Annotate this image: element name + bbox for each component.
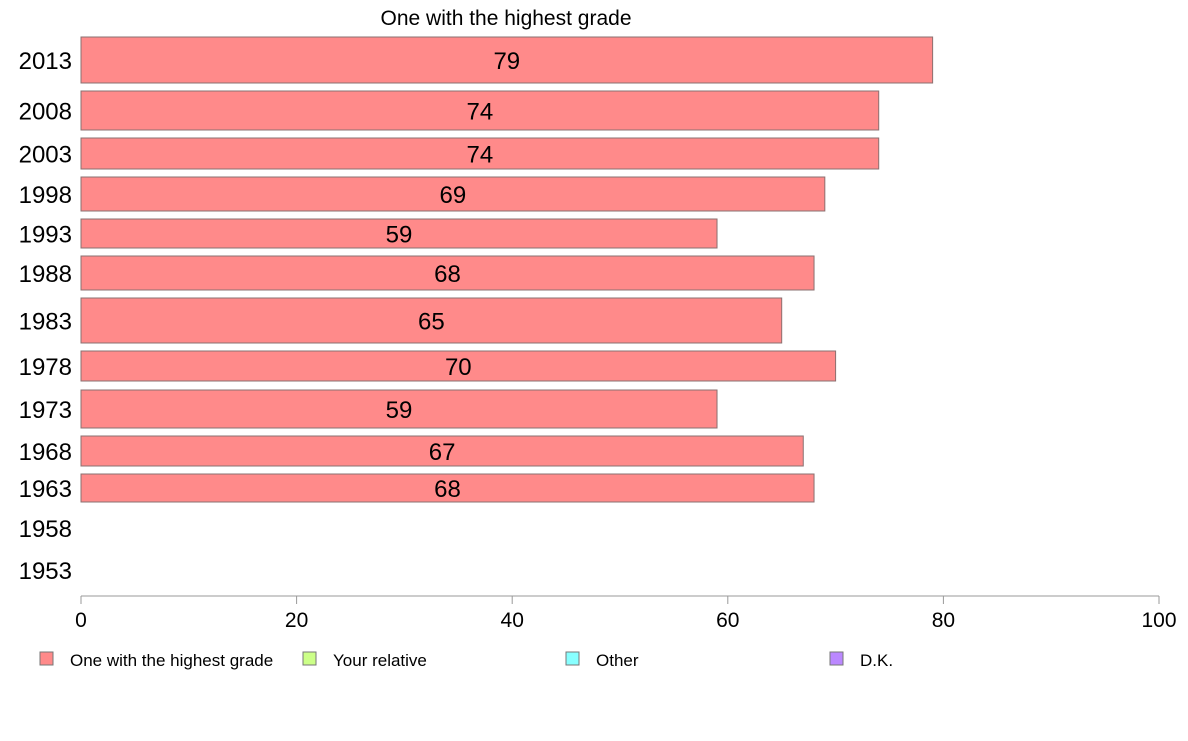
year-label-1973: 1973 <box>19 397 72 424</box>
bar-1978 <box>80 350 837 382</box>
year-label-1998: 1998 <box>19 182 72 209</box>
x-tick-label-100: 100 <box>1141 609 1176 632</box>
value-label-2013: 79 <box>493 48 520 75</box>
value-label-1973: 59 <box>386 397 413 424</box>
value-label-2008: 74 <box>467 99 494 126</box>
legend: One with the highest grade Your relative O… <box>39 651 893 670</box>
year-label-1953: 1953 <box>19 558 72 585</box>
legend-swatch-your-relative <box>302 651 317 666</box>
x-tick-label-40: 40 <box>501 609 524 632</box>
value-label-1968: 67 <box>429 439 456 466</box>
bar-1983 <box>80 297 783 344</box>
value-label-1983: 65 <box>418 309 445 336</box>
bar-1998 <box>80 176 826 212</box>
bar-2003 <box>80 137 880 170</box>
x-tick-label-80: 80 <box>932 609 955 632</box>
x-tick-label-60: 60 <box>716 609 739 632</box>
bar-1993 <box>80 218 718 249</box>
bar-2008 <box>80 90 880 131</box>
year-label-2003: 2003 <box>19 142 72 169</box>
value-label-1963: 68 <box>434 476 461 503</box>
legend-swatch-other <box>565 651 580 666</box>
x-tick-label-0: 0 <box>75 609 87 632</box>
legend-label-d-k: D.K. <box>860 651 893 670</box>
year-label-1963: 1963 <box>19 476 72 503</box>
year-label-1978: 1978 <box>19 354 72 381</box>
bar-1973 <box>80 389 718 429</box>
year-label-1968: 1968 <box>19 439 72 466</box>
bar-1963 <box>80 473 815 503</box>
year-label-1983: 1983 <box>19 309 72 336</box>
value-label-1998: 69 <box>440 182 467 209</box>
year-label-2008: 2008 <box>19 99 72 126</box>
legend-label-one-with-the-highest-grade: One with the highest grade <box>70 651 273 670</box>
year-label-2013: 2013 <box>19 48 72 75</box>
legend-swatch-one-with-the-highest-grade <box>39 651 54 666</box>
value-label-2003: 74 <box>467 142 494 169</box>
legend-swatch-d-k <box>829 651 844 666</box>
legend-label-your-relative: Your relative <box>333 651 427 670</box>
bar-1988 <box>80 255 815 291</box>
value-label-1993: 59 <box>386 222 413 249</box>
bar-2013 <box>80 36 934 84</box>
chart-title: One with the highest grade <box>381 7 632 30</box>
year-label-1993: 1993 <box>19 222 72 249</box>
year-label-1958: 1958 <box>19 516 72 543</box>
x-axis: 0 20 40 60 80 100 <box>75 595 1177 632</box>
bar-1968 <box>80 435 804 467</box>
value-label-1978: 70 <box>445 354 472 381</box>
x-tick-label-20: 20 <box>285 609 308 632</box>
year-labels: 2013 2008 2003 1998 1993 1988 1983 1978 1973 1968… <box>19 48 72 585</box>
value-label-1988: 68 <box>434 261 461 288</box>
year-label-1988: 1988 <box>19 261 72 288</box>
legend-label-other: Other <box>596 651 639 670</box>
